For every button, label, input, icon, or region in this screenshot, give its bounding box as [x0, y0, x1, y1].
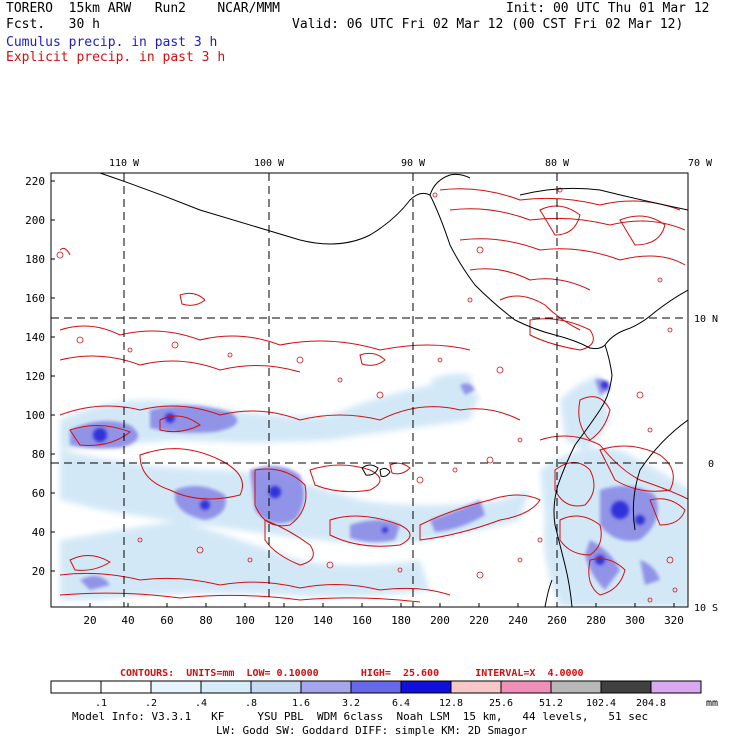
- y-tick: 220: [25, 175, 45, 188]
- x-tick: 300: [625, 614, 645, 627]
- colorbar-label: .1: [95, 698, 107, 709]
- x-tick: 180: [391, 614, 411, 627]
- colorbar: [50, 680, 702, 694]
- galapagos-islands: [361, 464, 391, 477]
- x-axis: [89, 603, 675, 607]
- legend-cumulus: Cumulus precip. in past 3 h: [6, 35, 218, 50]
- cumulus-precip-heavy: [93, 381, 645, 565]
- colorbar-unit: mm: [706, 698, 718, 709]
- model-title: TORERO 15km ARW Run2 NCAR/MMM: [6, 1, 280, 16]
- graticule: [51, 173, 688, 607]
- lon-label: 110 W: [109, 158, 140, 169]
- init-time: Init: 00 UTC Thu 01 Mar 12: [506, 1, 710, 16]
- y-tick: 180: [25, 253, 45, 266]
- model-info-line1: Model Info: V3.3.1 KF YSU PBL WDM 6class…: [72, 710, 649, 723]
- y-tick: 80: [32, 448, 45, 461]
- colorbar-label: 12.8: [439, 698, 463, 709]
- y-tick: 60: [32, 487, 45, 500]
- x-tick: 40: [121, 614, 134, 627]
- forecast-hour: Fcst. 30 h: [6, 17, 100, 32]
- x-tick: 240: [508, 614, 528, 627]
- colorbar-label: 204.8: [636, 698, 666, 709]
- lat-label: 10 S: [694, 603, 718, 614]
- explicit-precip-contours: [59, 188, 688, 603]
- y-tick: 160: [25, 292, 45, 305]
- plot-frame: [50, 172, 689, 608]
- colorbar-label: 1.6: [292, 698, 310, 709]
- x-tick: 280: [586, 614, 606, 627]
- colorbar-label: .4: [195, 698, 207, 709]
- lon-label: 90 W: [401, 158, 426, 169]
- contours-info: CONTOURS: UNITS=mm LOW= 0.10000 HIGH= 25…: [120, 668, 584, 679]
- x-tick: 200: [430, 614, 450, 627]
- lon-label: 80 W: [545, 158, 570, 169]
- y-tick: 20: [32, 565, 45, 578]
- lat-label: 10 N: [694, 314, 718, 325]
- lon-label: 100 W: [254, 158, 285, 169]
- y-tick: 100: [25, 409, 45, 422]
- y-tick: 140: [25, 331, 45, 344]
- explicit-precip-cells: [56, 187, 678, 603]
- model-info-line2: LW: Godd SW: Goddard DIFF: simple KM: 2D…: [216, 724, 528, 737]
- lon-label: 70 W: [688, 158, 713, 169]
- colorbar-label: .8: [245, 698, 257, 709]
- colorbar-label: 25.6: [489, 698, 513, 709]
- y-tick: 200: [25, 214, 45, 227]
- y-axis: [51, 180, 55, 572]
- x-tick: 160: [352, 614, 372, 627]
- colorbar-label: .2: [145, 698, 157, 709]
- x-tick: 80: [199, 614, 212, 627]
- colorbar-label: 51.2: [539, 698, 563, 709]
- coastlines: [99, 173, 688, 607]
- colorbar-label: 6.4: [392, 698, 410, 709]
- legend-explicit: Explicit precip. in past 3 h: [6, 50, 226, 65]
- colorbar-label: 3.2: [342, 698, 360, 709]
- x-tick: 260: [547, 614, 567, 627]
- valid-time: Valid: 06 UTC Fri 02 Mar 12 (00 CST Fri …: [292, 17, 684, 32]
- x-tick: 100: [235, 614, 255, 627]
- y-tick: 40: [32, 526, 45, 539]
- y-tick: 120: [25, 370, 45, 383]
- x-tick: 320: [664, 614, 684, 627]
- lat-label: 0: [708, 459, 714, 470]
- x-tick: 120: [274, 614, 294, 627]
- x-tick: 220: [469, 614, 489, 627]
- x-tick: 140: [313, 614, 333, 627]
- x-tick: 20: [83, 614, 96, 627]
- x-tick: 60: [160, 614, 173, 627]
- colorbar-label: 102.4: [586, 698, 616, 709]
